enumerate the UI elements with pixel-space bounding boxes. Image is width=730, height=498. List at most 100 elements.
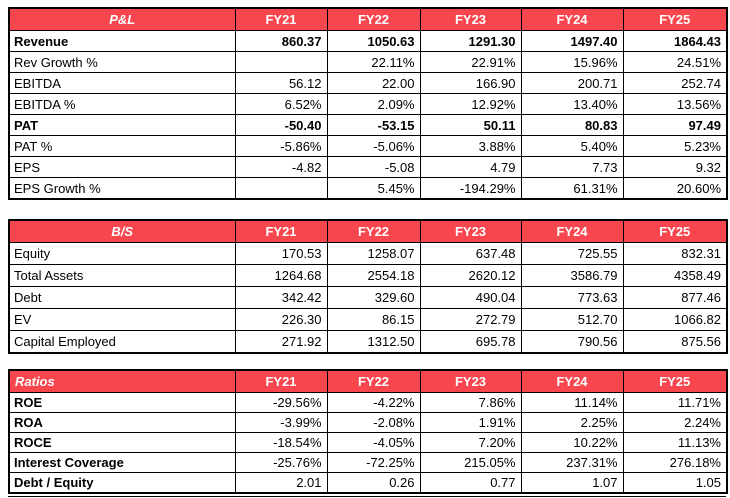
value-cell: 200.71 xyxy=(520,72,624,94)
value-cell: 1312.50 xyxy=(326,330,421,354)
value-cell: 773.63 xyxy=(520,286,624,309)
value-cell: 1258.07 xyxy=(326,242,421,265)
table-row: ROE -29.56% -4.22% 7.86% 11.14% 11.71% xyxy=(8,392,728,413)
row-label: Debt / Equity xyxy=(8,472,236,494)
value-cell: -4.82 xyxy=(234,156,328,178)
value-cell: 7.73 xyxy=(520,156,624,178)
column-header-fy22: FY22 xyxy=(326,7,421,31)
value-cell: -50.40 xyxy=(234,114,328,136)
column-header-fy24: FY24 xyxy=(520,369,624,393)
value-cell: 1264.68 xyxy=(234,264,328,287)
column-header-fy22: FY22 xyxy=(326,219,421,243)
value-cell: 1066.82 xyxy=(622,308,728,331)
value-cell xyxy=(234,177,328,200)
value-cell: 877.46 xyxy=(622,286,728,309)
column-header-fy21: FY21 xyxy=(234,219,328,243)
table-row: EPS -4.82 -5.08 4.79 7.73 9.32 xyxy=(8,156,728,178)
value-cell: -4.05% xyxy=(326,432,421,453)
value-cell: 329.60 xyxy=(326,286,421,309)
table-row: PAT -50.40 -53.15 50.11 80.83 97.49 xyxy=(8,114,728,136)
table-bs: B/S FY21 FY22 FY23 FY24 FY25 Equity 170.53 1258.… xyxy=(8,219,730,354)
value-cell xyxy=(234,51,328,73)
table-ratios: Ratios FY21 FY22 FY23 FY24 FY25 ROE -29.56% -4.2… xyxy=(8,369,730,497)
value-cell: 5.45% xyxy=(326,177,421,200)
row-label: PAT % xyxy=(8,135,236,157)
value-cell: 2.01 xyxy=(234,472,328,494)
row-label: Interest Coverage xyxy=(8,452,236,473)
value-cell: 790.56 xyxy=(520,330,624,354)
value-cell: 1050.63 xyxy=(326,30,421,52)
value-cell: 2.24% xyxy=(622,412,728,433)
value-cell: -25.76% xyxy=(234,452,328,473)
value-cell: 2.25% xyxy=(520,412,624,433)
value-cell: 0.77 xyxy=(419,472,522,494)
value-cell: -4.22% xyxy=(326,392,421,413)
value-cell: 22.91% xyxy=(419,51,522,73)
value-cell: 11.71% xyxy=(622,392,728,413)
value-cell: 490.04 xyxy=(419,286,522,309)
table-row: Total Assets 1264.68 2554.18 2620.12 3586.79… xyxy=(8,264,728,287)
table-row: EBITDA 56.12 22.00 166.90 200.71 252.74 xyxy=(8,72,728,94)
value-cell: 276.18% xyxy=(622,452,728,473)
value-cell: 11.14% xyxy=(520,392,624,413)
value-cell: 1.05 xyxy=(622,472,728,494)
row-label: ROCE xyxy=(8,432,236,453)
value-cell: 7.20% xyxy=(419,432,522,453)
row-label: EPS Growth % xyxy=(8,177,236,200)
table-row: PAT % -5.86% -5.06% 3.88% 5.40% 5.23% xyxy=(8,135,728,157)
value-cell: 1291.30 xyxy=(419,30,522,52)
value-cell: 252.74 xyxy=(622,72,728,94)
value-cell: 1.07 xyxy=(520,472,624,494)
value-cell: 1864.43 xyxy=(622,30,728,52)
ratios-table: Ratios FY21 FY22 FY23 FY24 FY25 ROE -29.56% -4.2… xyxy=(8,369,728,494)
value-cell: 13.56% xyxy=(622,93,728,115)
value-cell: 4.79 xyxy=(419,156,522,178)
value-cell: 860.37 xyxy=(234,30,328,52)
value-cell: 2.09% xyxy=(326,93,421,115)
value-cell: 2620.12 xyxy=(419,264,522,287)
value-cell: 13.40% xyxy=(520,93,624,115)
column-header-fy25: FY25 xyxy=(622,219,728,243)
value-cell: -5.86% xyxy=(234,135,328,157)
value-cell: 271.92 xyxy=(234,330,328,354)
value-cell: 6.52% xyxy=(234,93,328,115)
value-cell: 3.88% xyxy=(419,135,522,157)
value-cell: 832.31 xyxy=(622,242,728,265)
table-pnl: P&L FY21 FY22 FY23 FY24 FY25 Revenue 860.37 1050… xyxy=(8,7,730,200)
column-header-fy23: FY23 xyxy=(419,219,522,243)
bs-table-title: B/S xyxy=(8,219,236,243)
value-cell: 637.48 xyxy=(419,242,522,265)
ratios-table-title: Ratios xyxy=(8,369,236,393)
row-label: EBITDA xyxy=(8,72,236,94)
value-cell: -3.99% xyxy=(234,412,328,433)
pnl-table: P&L FY21 FY22 FY23 FY24 FY25 Revenue 860.37 1050… xyxy=(8,7,728,200)
value-cell: 0.26 xyxy=(326,472,421,494)
value-cell: -18.54% xyxy=(234,432,328,453)
column-header-fy23: FY23 xyxy=(419,369,522,393)
row-label: PAT xyxy=(8,114,236,136)
row-label: Equity xyxy=(8,242,236,265)
value-cell: -2.08% xyxy=(326,412,421,433)
row-label: ROA xyxy=(8,412,236,433)
value-cell: -5.06% xyxy=(326,135,421,157)
value-cell: 342.42 xyxy=(234,286,328,309)
value-cell: 3586.79 xyxy=(520,264,624,287)
table-row: Equity 170.53 1258.07 637.48 725.55 832.31 xyxy=(8,242,728,265)
table-row: Rev Growth % 22.11% 22.91% 15.96% 24.51% xyxy=(8,51,728,73)
value-cell: 725.55 xyxy=(520,242,624,265)
double-bottom-border xyxy=(8,496,726,497)
column-header-fy24: FY24 xyxy=(520,219,624,243)
pnl-header-row: P&L FY21 FY22 FY23 FY24 FY25 xyxy=(8,7,728,31)
value-cell: 237.31% xyxy=(520,452,624,473)
bs-table: B/S FY21 FY22 FY23 FY24 FY25 Equity 170.53 1258.… xyxy=(8,219,728,354)
value-cell: 80.83 xyxy=(520,114,624,136)
row-label: ROE xyxy=(8,392,236,413)
column-header-fy23: FY23 xyxy=(419,7,522,31)
table-row: ROA -3.99% -2.08% 1.91% 2.25% 2.24% xyxy=(8,412,728,433)
value-cell: 9.32 xyxy=(622,156,728,178)
value-cell: -194.29% xyxy=(419,177,522,200)
financial-tables: P&L FY21 FY22 FY23 FY24 FY25 Revenue 860.37 1050… xyxy=(8,7,730,497)
row-label: Total Assets xyxy=(8,264,236,287)
value-cell: 512.70 xyxy=(520,308,624,331)
